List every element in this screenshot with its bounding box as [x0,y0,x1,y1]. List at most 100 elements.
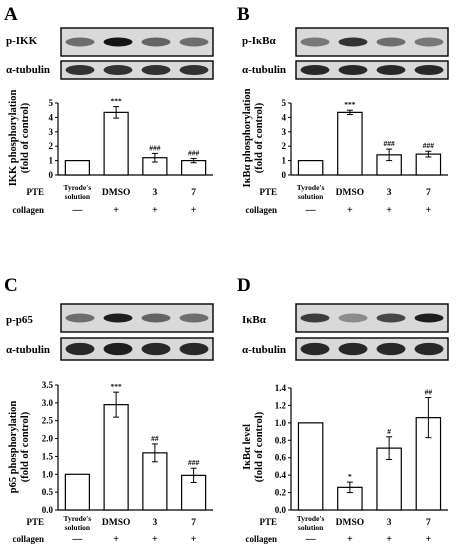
blot-band [376,313,406,323]
panel-d: D IκBα α-tubulin 0.0 0.2 0.4 0.6 0.8 1.0 1.2 1.4 Iκ… [237,275,449,545]
collagen-mark: — [71,205,83,216]
blot-label: p-p65 [6,314,33,326]
collagen-mark: + [426,205,432,216]
category-label: solution [298,523,324,532]
significance-mark: ### [188,458,200,467]
blot-band [414,37,444,47]
significance-mark: *** [111,382,123,391]
category-label: Tyrode's [297,183,325,192]
y-tick-label: 0 [282,170,287,180]
category-label: DMSO [336,518,365,528]
row-label-pte: PTE [26,517,44,527]
category-label: 7 [191,518,196,528]
y-tick-label: 5 [282,98,287,108]
bar [297,422,324,511]
blot-band [103,342,133,356]
blot-band [300,313,330,323]
blot-band [338,342,368,356]
blot-band [338,313,368,323]
y-axis-label-line: (fold of control) [20,411,31,482]
y-tick-label: 0.5 [42,487,54,497]
category-label: solution [65,523,91,532]
bar [64,473,90,511]
y-tick-label: 0 [49,170,54,180]
category-label: 7 [191,188,196,198]
y-tick-label: 1 [49,156,54,166]
row-label-collagen: collagen [246,205,278,215]
y-tick-label: 0.6 [275,453,287,463]
panel-label: C [4,275,18,296]
y-tick-label: 1.4 [275,383,287,393]
row-label-pte: PTE [26,187,44,197]
significance-mark: ### [188,148,200,157]
blot-band [65,64,95,76]
panel-label: D [237,275,251,296]
blot-band [414,64,444,76]
blot-label: α-tubulin [6,344,50,356]
blot-strip [295,60,449,80]
blot-label: α-tubulin [242,64,286,76]
y-tick-label: 1.5 [42,451,54,461]
blot-band [179,313,209,323]
y-axis-label: IκBα phosphorylation(fold of control) [242,88,265,187]
y-tick-label: 1 [282,156,287,166]
collagen-mark: + [426,534,432,545]
significance-mark: ### [384,139,396,148]
blot-band [141,64,171,76]
y-axis-label-line: IKK phosphorylation [8,90,19,187]
blot-label: α-tubulin [6,64,50,76]
y-tick-label: 2 [282,141,287,151]
collagen-mark: + [347,205,353,216]
significance-mark: *** [111,97,123,106]
y-axis-label-line: (fold of control) [254,102,265,173]
significance-mark: * [348,472,352,481]
panel-b: Bp-IκBα α-tubulin 0 1 2 3 4 5 IκBα phosphorylati… [237,4,449,216]
blot-band [65,37,95,47]
blot-band [141,342,171,356]
blot-band [414,313,444,323]
y-tick-label: 3.5 [42,380,54,390]
row-label-pte: PTE [259,517,277,527]
y-axis-label: p65 phosphorylation(fold of control) [8,401,31,494]
blot-band [338,37,368,47]
collagen-mark: + [386,205,392,216]
y-tick-label: 3.0 [42,398,54,408]
y-tick-label: 1.2 [275,400,287,410]
y-tick-label: 5 [49,98,54,108]
blot-label: IκBα [242,314,267,326]
blot-band [179,37,209,47]
significance-mark: # [387,427,391,436]
category-label: DMSO [102,518,131,528]
blot-label: α-tubulin [242,344,286,356]
category-label: solution [298,192,324,201]
y-tick-label: 2.0 [42,434,54,444]
blot-band [414,342,444,356]
bar [64,160,90,176]
blot-band [141,313,171,323]
y-tick-label: 2.5 [42,416,54,426]
category-label: solution [65,192,91,201]
y-axis-label-line: p65 phosphorylation [8,401,19,494]
category-label: 3 [387,188,392,198]
y-tick-label: 0.2 [275,488,287,498]
collagen-mark: + [386,534,392,545]
blot-band [103,313,133,323]
collagen-mark: + [191,205,197,216]
blot-band [376,37,406,47]
y-axis-label-line: (fold of control) [20,102,31,173]
blot-strip [60,337,214,361]
row-label-collagen: collagen [13,534,45,544]
blot-band [179,342,209,356]
blot-band [65,342,95,356]
y-tick-label: 4 [282,112,287,122]
blot-band [141,37,171,47]
blot-band [65,313,95,323]
blot-band [103,64,133,76]
collagen-mark: + [113,205,119,216]
bar [142,452,168,511]
collagen-mark: + [191,534,197,545]
significance-mark: ## [425,388,433,397]
blot-band [179,64,209,76]
y-axis-label-line: IκBα phosphorylation [242,88,253,187]
